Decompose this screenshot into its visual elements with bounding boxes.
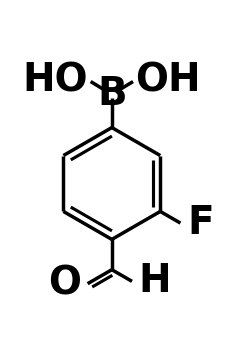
Text: OH: OH — [135, 61, 201, 100]
Text: B: B — [97, 75, 127, 113]
Text: F: F — [187, 204, 214, 242]
Text: HO: HO — [23, 61, 88, 100]
Text: H: H — [139, 262, 171, 300]
Text: O: O — [48, 265, 81, 303]
